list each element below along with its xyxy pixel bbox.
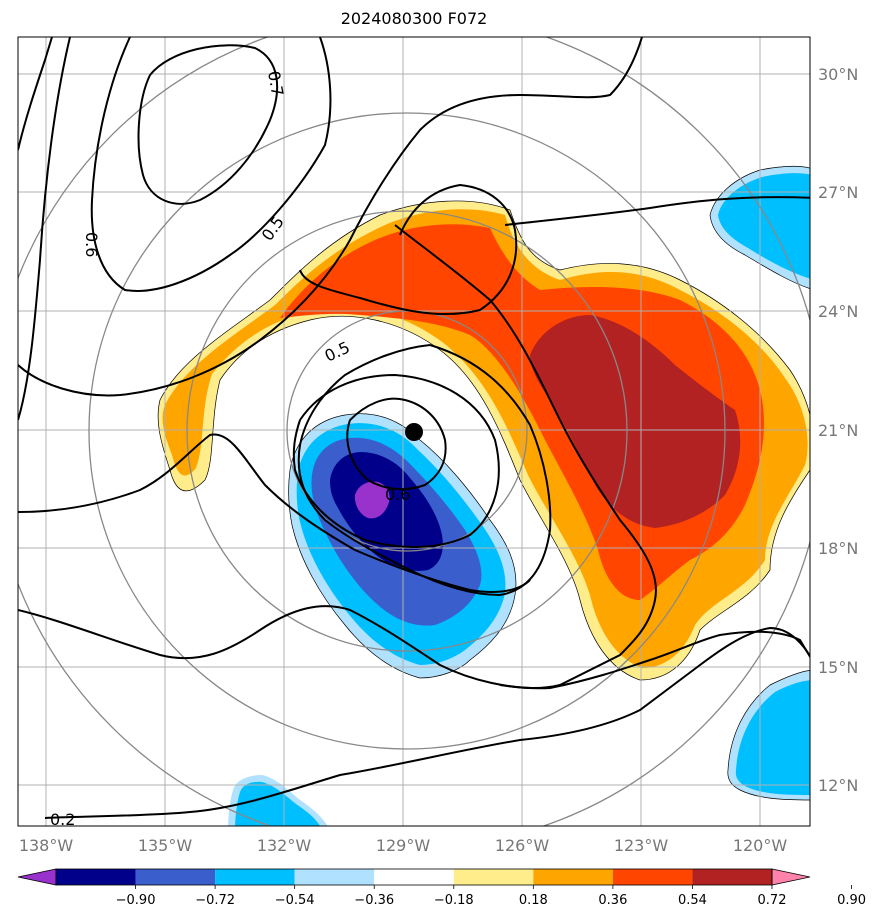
contour-06-center-loop <box>292 373 500 548</box>
lon-label: 126°W <box>495 836 550 855</box>
shade-sw-blue <box>235 781 321 826</box>
contour-label-02: 0.2 <box>50 810 75 829</box>
colorbar-tick-label: −0.36 <box>354 893 394 908</box>
colorbar-segment <box>294 869 375 885</box>
lat-label: 30°N <box>818 65 858 84</box>
contour-06-inner <box>346 397 447 491</box>
lon-label: 138°W <box>19 836 74 855</box>
lat-label: 27°N <box>818 183 858 202</box>
colorbar-segment <box>612 869 693 885</box>
contour-05-south <box>18 433 531 593</box>
contour-label-06-west: 0.6 <box>82 232 101 257</box>
lat-label: 15°N <box>818 658 858 677</box>
colorbar-segment <box>692 869 772 885</box>
colorbar-tick-label: 0.72 <box>758 893 787 908</box>
colorbar-tick-label: 0.36 <box>598 893 627 908</box>
shade-se-blue <box>735 680 810 795</box>
contour-05-ne <box>504 196 810 226</box>
lon-label: 132°W <box>257 836 312 855</box>
colorbar-tick-label: 0.18 <box>519 893 548 908</box>
lat-label: 21°N <box>818 421 858 440</box>
shade-dark-red <box>530 315 741 528</box>
colorbar-tick-label: −0.18 <box>434 893 474 908</box>
colorbar-segment <box>374 869 454 885</box>
colorbar-segment <box>215 869 295 885</box>
contour-05-outer <box>18 37 643 397</box>
contour-02 <box>44 626 810 819</box>
contour-label-07: 0.7 <box>264 69 287 97</box>
colorbar-tick-label: −0.90 <box>116 893 156 908</box>
map-title: 2024080300 F072 <box>340 9 488 28</box>
contour-05-inner <box>299 183 518 316</box>
lon-label: 135°W <box>138 836 193 855</box>
colorbar-segment <box>453 869 534 885</box>
lat-label: 24°N <box>818 302 858 321</box>
map-plot-area: 0.7 0.6 0.5 0.5 0.6 0.2 <box>18 37 810 829</box>
lon-label: 129°W <box>376 836 431 855</box>
shade-outline-negative <box>288 413 517 679</box>
shade-outline-se <box>727 670 810 801</box>
latitude-labels: 30°N 27°N 24°N 21°N 18°N 15°N 12°N <box>818 65 858 795</box>
range-ring-3 <box>88 112 726 750</box>
colorbar-segment <box>533 869 613 885</box>
colorbar-extend-high <box>771 868 811 886</box>
colorbar-tick-label: −0.54 <box>275 893 315 908</box>
contour-03 <box>18 37 53 151</box>
colorbar-tick-label: 0.54 <box>678 893 707 908</box>
contour-05-eastern-arc <box>394 224 657 689</box>
contour-07 <box>137 44 279 205</box>
lon-label: 123°W <box>614 836 669 855</box>
range-ring-2 <box>186 210 628 652</box>
map-frame <box>17 36 811 827</box>
shade-ne-blue <box>718 173 810 279</box>
contour-06-west <box>90 37 332 292</box>
shade-navy <box>330 452 443 571</box>
shaded-negative-field <box>228 166 810 826</box>
contour-lines <box>18 37 810 819</box>
storm-center-dot <box>405 423 423 441</box>
graticule <box>18 37 810 826</box>
shade-purple <box>354 481 390 519</box>
colorbar-tick-label: 0.90 <box>837 893 866 908</box>
longitude-labels: 138°W 135°W 132°W 129°W 126°W 123°W 120°… <box>19 836 788 855</box>
lon-label: 120°W <box>733 836 788 855</box>
lat-label: 18°N <box>818 539 858 558</box>
lat-label: 12°N <box>818 776 858 795</box>
colorbar-frame <box>55 868 773 886</box>
colorbar-segment <box>56 869 136 885</box>
colorbar: −0.90 −0.72 −0.54 −0.36 −0.18 0.18 0.36 0.54 0.7… <box>17 868 866 908</box>
colorbar-tick-label: −0.72 <box>195 893 235 908</box>
contour-04 <box>18 605 810 690</box>
contour-label-06-center: 0.6 <box>385 485 410 504</box>
colorbar-extend-low <box>17 868 57 886</box>
range-rings <box>18 37 810 826</box>
colorbar-segment <box>135 869 216 885</box>
